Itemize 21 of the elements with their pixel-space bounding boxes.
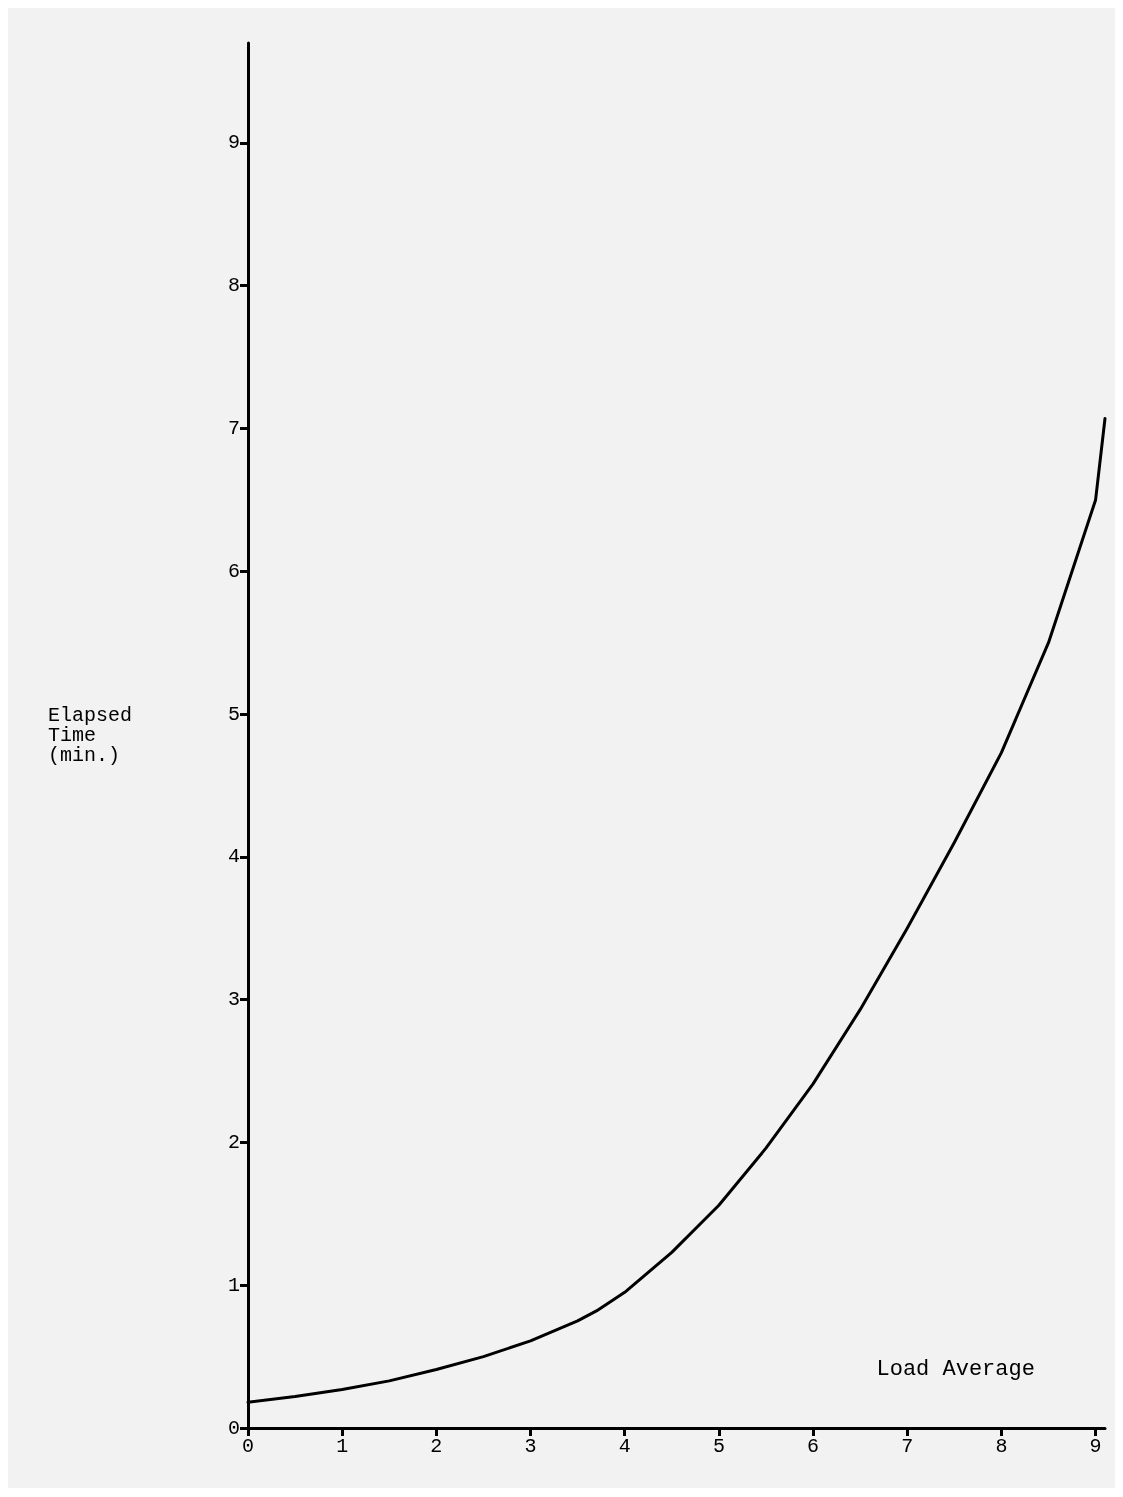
x-tick-label: 3	[524, 1434, 537, 1458]
x-tick-label: 9	[1089, 1434, 1102, 1458]
y-tick-label: 9	[227, 131, 240, 155]
y-tick-label: 5	[227, 702, 240, 726]
y-tick-label: 7	[227, 417, 240, 441]
x-tick-label: 2	[430, 1434, 443, 1458]
x-tick-label: 7	[901, 1434, 914, 1458]
x-tick-label: 4	[618, 1434, 631, 1458]
y-tick-label: 6	[227, 559, 240, 583]
y-tick-label: 3	[227, 988, 240, 1012]
y-axis-title: Elapsed Time (min.)	[48, 704, 133, 767]
x-tick-label: 8	[995, 1434, 1008, 1458]
y-tick-label: 1	[227, 1273, 240, 1297]
x-axis-title: Load Average	[876, 1356, 1035, 1382]
x-tick-label: 1	[336, 1434, 349, 1458]
x-tick-label: 5	[712, 1434, 725, 1458]
x-tick-label: 6	[807, 1434, 820, 1458]
y-tick-label: 0	[227, 1416, 240, 1440]
y-tick-label: 8	[227, 274, 240, 298]
y-tick-label: 4	[227, 845, 240, 869]
y-tick-label: 2	[227, 1130, 240, 1154]
